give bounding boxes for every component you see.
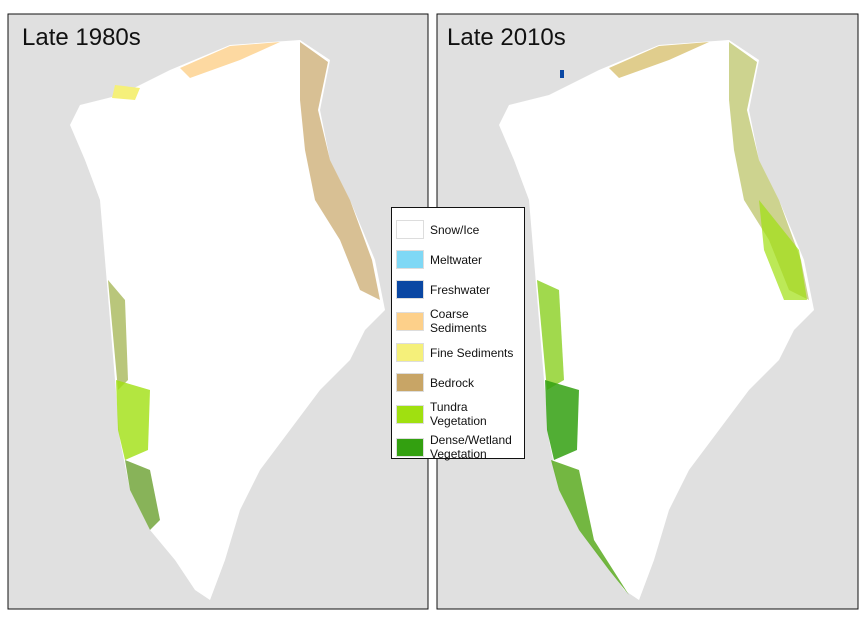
legend-label: Snow/Ice: [430, 222, 480, 237]
legend-swatch: [396, 280, 424, 299]
map-2010s: [499, 40, 814, 600]
legend-swatch: [396, 343, 424, 362]
legend-label: Freshwater: [430, 282, 491, 297]
panel-title: Late 2010s: [447, 24, 566, 51]
legend-label: Coarse Sediments: [430, 307, 487, 335]
legend-swatch: [396, 437, 424, 457]
map-1980s: [70, 40, 385, 600]
legend-swatch: [396, 220, 424, 239]
legend-item: Freshwater: [396, 277, 524, 302]
legend-label: Fine Sediments: [430, 345, 514, 360]
legend-label: Bedrock: [430, 375, 475, 390]
legend-label: Meltwater: [430, 252, 483, 267]
legend-item: Fine Sediments: [396, 340, 524, 365]
legend: Snow/Ice Meltwater Freshwater Coarse Sedime…: [391, 207, 525, 461]
legend-item: Coarse Sediments: [396, 307, 524, 335]
legend-item: Snow/Ice: [396, 217, 524, 242]
legend-item: Tundra Vegetation: [396, 400, 524, 428]
legend-item: Dense/Wetland Vegetation: [396, 433, 524, 461]
legend-swatch: [396, 250, 424, 269]
legend-swatch: [396, 373, 424, 392]
legend-swatch: [396, 404, 424, 424]
panel-title: Late 1980s: [22, 24, 141, 51]
legend-label: Tundra Vegetation: [430, 400, 487, 428]
legend-item: Bedrock: [396, 370, 524, 395]
legend-swatch: [396, 311, 424, 331]
legend-label: Dense/Wetland Vegetation: [430, 433, 512, 461]
legend-item: Meltwater: [396, 247, 524, 272]
